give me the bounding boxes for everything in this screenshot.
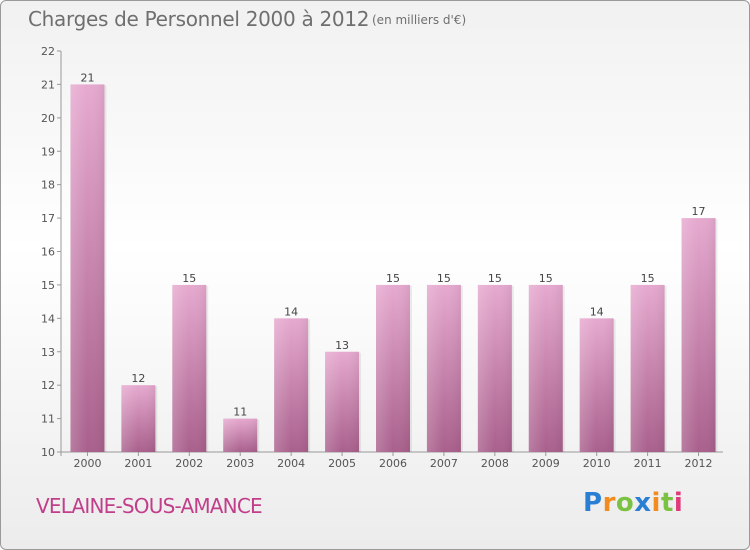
y-tick-label: 14 [41,312,55,325]
value-label-2011: 15 [641,272,655,285]
bar-highlight [325,351,360,452]
value-label-2005: 13 [335,339,349,352]
y-tick-label: 10 [41,446,55,459]
bar-highlight [579,318,614,452]
x-tick-label-2012: 2012 [685,457,713,470]
logo-letter: o [615,488,635,518]
y-tick-label: 19 [41,145,55,158]
value-label-2006: 15 [386,272,400,285]
chart-subtitle: (en milliers d'€) [372,13,467,27]
bar-highlight [477,284,512,452]
y-tick-label: 11 [41,413,55,426]
location-name: VELAINE-SOUS-AMANCE [36,494,263,518]
value-label-2001: 12 [131,372,145,385]
value-label-2012: 17 [692,205,706,218]
logo-letter: i [651,488,661,518]
x-tick-label-2002: 2002 [175,457,203,470]
x-tick-label-2011: 2011 [634,457,662,470]
bar-highlight [376,284,410,452]
bar-highlight [274,318,309,452]
x-tick-label-2006: 2006 [379,457,407,470]
logo-letter: r [602,488,616,518]
value-label-2009: 15 [539,272,553,285]
bar-highlight [172,284,207,452]
x-tick-label-2005: 2005 [328,457,356,470]
value-label-2010: 14 [590,305,604,318]
y-tick-label: 15 [41,279,55,292]
x-tick-label-2007: 2007 [430,457,458,470]
logo-letter: i [673,488,684,518]
logo-letter: x [634,488,652,518]
y-tick-label: 22 [41,45,55,58]
logo-letter: P [583,488,603,518]
bar-highlight [528,284,563,452]
x-tick-label-2009: 2009 [532,457,560,470]
y-tick-label: 13 [41,346,55,359]
bar-highlight [426,284,461,452]
logo-letter: t [660,488,674,518]
y-tick-label: 16 [41,246,55,259]
chart-title: Charges de Personnel 2000 à 2012 [28,7,370,31]
labels-group: 21 2000 12 2001 15 2002 11 2003 14 2004 13 2005 15 20… [73,71,712,470]
value-label-2004: 14 [284,305,298,318]
y-tick-label: 20 [41,112,55,125]
y-tick-label: 21 [41,78,55,91]
bar-highlight [70,84,105,453]
x-tick-label-2008: 2008 [481,457,509,470]
bar-highlight [121,385,156,452]
bar-highlight [223,418,258,452]
y-tick-label: 18 [41,179,55,192]
value-label-2007: 15 [437,272,451,285]
y-tick-label: 17 [41,212,55,225]
value-label-2000: 21 [80,71,94,84]
x-tick-label-2004: 2004 [277,457,305,470]
bar-highlight [630,284,665,452]
x-tick-label-2001: 2001 [124,457,152,470]
x-tick-label-2000: 2000 [73,457,101,470]
bars-group [70,84,718,453]
x-tick-label-2003: 2003 [226,457,254,470]
value-label-2002: 15 [182,272,196,285]
y-tick-label: 12 [41,379,55,392]
value-label-2003: 11 [233,406,247,419]
axes: 10 11 12 13 14 15 16 17 18 19 20 21 22 [41,45,723,459]
x-tick-label-2010: 2010 [583,457,611,470]
value-label-2008: 15 [488,272,502,285]
proxiti-logo: Proxiti [583,488,683,518]
bar-highlight [681,218,716,452]
